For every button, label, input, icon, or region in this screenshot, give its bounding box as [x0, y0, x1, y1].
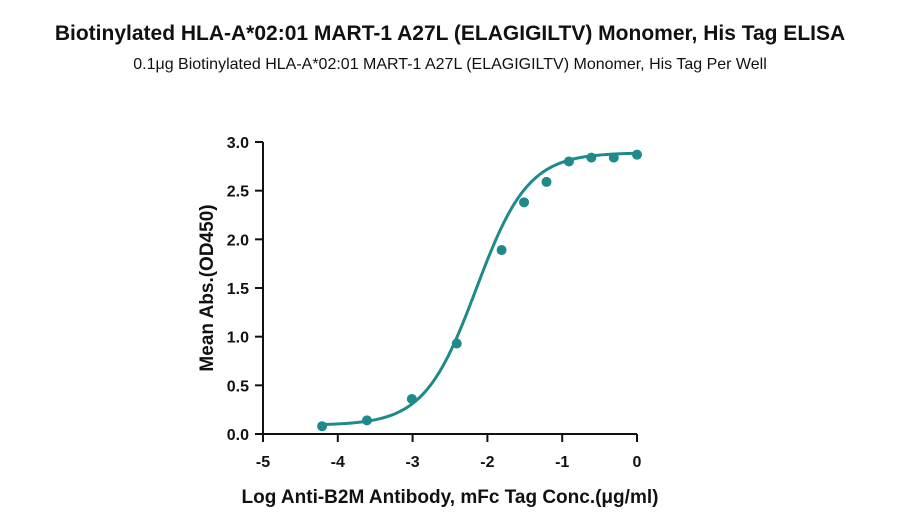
- fit-curve: [322, 151, 638, 427]
- y-tick-label: 1.0: [227, 330, 249, 347]
- chart-title: Biotinylated HLA-A*02:01 MART-1 A27L (EL…: [54, 22, 846, 45]
- x-tick-label: -4: [331, 454, 345, 471]
- x-tick-label: -1: [555, 454, 569, 471]
- x-tick-label: -5: [256, 454, 270, 471]
- y-tick-label: 0.0: [227, 427, 249, 444]
- y-tick-label: 2.0: [227, 232, 249, 249]
- y-tick-label: 1.5: [227, 281, 249, 298]
- data-point: [496, 245, 507, 256]
- data-point: [451, 338, 462, 349]
- y-axis-label: Mean Abs.(OD450): [197, 204, 218, 371]
- data-point: [519, 197, 530, 208]
- data-point: [361, 415, 372, 426]
- x-tick-label: 0: [633, 454, 642, 471]
- x-ticks: -5 -4 -3 -2 -1 0: [256, 434, 642, 471]
- data-point: [563, 156, 574, 167]
- data-point: [632, 149, 642, 160]
- data-points: [317, 149, 642, 432]
- data-point: [406, 393, 417, 404]
- data-point: [317, 421, 328, 432]
- y-tick-label: 3.0: [227, 135, 249, 152]
- y-tick-label: 0.5: [227, 378, 249, 395]
- data-point: [541, 176, 552, 187]
- y-ticks: 0.0 0.5 1.0 1.5 2.0 2.5 3.0: [227, 135, 263, 444]
- y-tick-label: 2.5: [227, 184, 249, 201]
- x-tick-label: -3: [405, 454, 419, 471]
- x-tick-label: -2: [480, 454, 494, 471]
- data-point: [586, 152, 597, 163]
- data-point: [608, 152, 619, 163]
- axes: [262, 142, 637, 435]
- x-axis-label: Log Anti-B2M Antibody, mFc Tag Conc.(μg/…: [242, 487, 659, 508]
- chart-subtitle: 0.1μg Biotinylated HLA-A*02:01 MART-1 A2…: [133, 56, 767, 73]
